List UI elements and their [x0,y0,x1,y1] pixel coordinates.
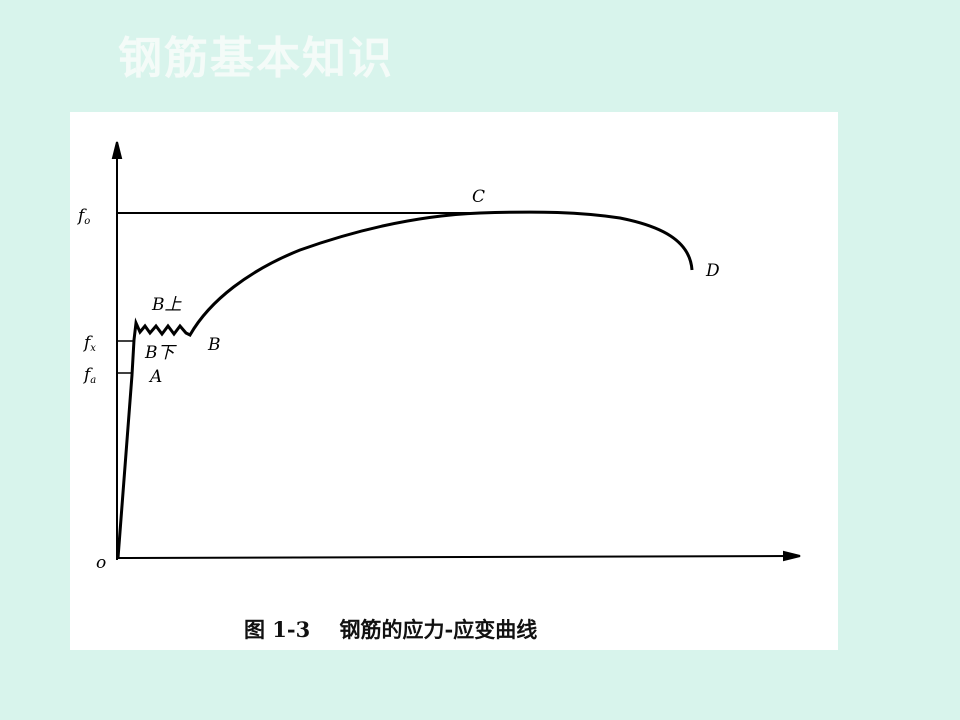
y-label-fa: fa [82,365,96,386]
y-axis-arrow [111,141,123,159]
slide-title: 钢筋基本知识 [118,33,394,84]
label-B-lower: B下 [144,343,177,363]
y-label-fo: fo [76,206,90,227]
label-B-upper: B上 [151,295,182,315]
x-axis-arrow [783,550,801,562]
label-B: B [207,335,221,355]
origin-label: o [96,553,106,573]
label-A: A [148,367,162,387]
label-C: C [472,187,485,207]
figure-caption: 图 1-3 钢筋的应力-应变曲线 [244,617,538,642]
stress-strain-figure [70,112,838,650]
y-label-fx: fx [82,333,96,354]
label-D: D [705,261,720,281]
x-axis [116,555,791,559]
stress-strain-curve [116,210,694,559]
